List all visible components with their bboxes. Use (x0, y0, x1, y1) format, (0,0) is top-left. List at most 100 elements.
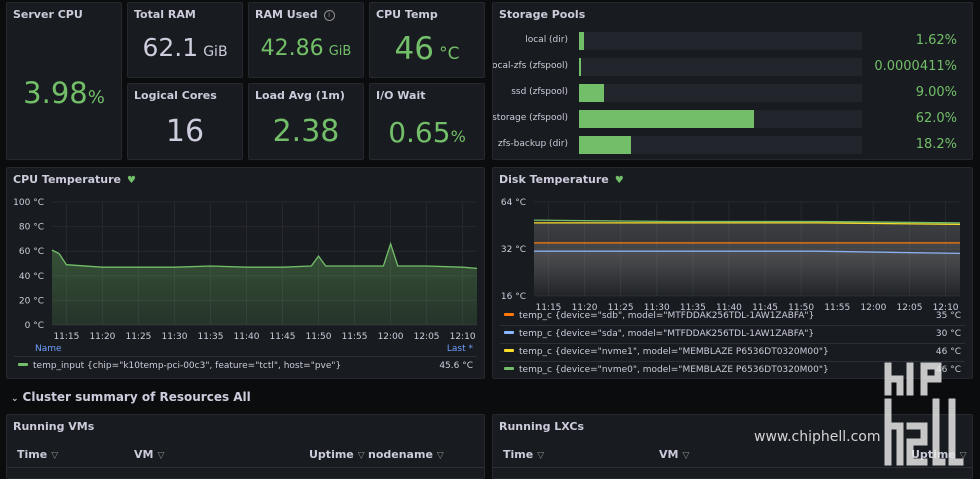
filter-icon[interactable]: ▽ (959, 451, 967, 461)
stat-value: 3.98% (7, 76, 121, 110)
panel-title: Load Avg (1m) (255, 89, 345, 102)
cluster-row-header[interactable]: ⌄ Cluster summary of Resources All (11, 390, 251, 404)
series-line[interactable] (51, 241, 478, 270)
panel-title: CPU Temperature ♥ (13, 173, 136, 186)
y-tick-label: 60 °C (19, 247, 44, 257)
storage-pool-row[interactable]: ssd (zfspool) 9.00% (493, 84, 972, 102)
x-tick-label: 11:20 (89, 332, 115, 342)
storage-pool-row[interactable]: local (dir) 1.62% (493, 32, 972, 50)
storage-pool-row[interactable]: local-zfs (zfspool) 0.0000411% (493, 58, 972, 76)
ram-used-panel[interactable]: RAM Used i 42.86 GiB (248, 2, 364, 78)
filter-icon[interactable]: ▽ (537, 451, 545, 461)
column-label: VM (659, 448, 679, 461)
legend-label: temp_c {device="sdb", model="MTFDDAK256T… (519, 311, 815, 321)
column-label: Time (17, 448, 48, 461)
stat-unit: % (87, 87, 105, 108)
stat-number: 3.98 (23, 76, 88, 110)
filter-icon[interactable]: ▽ (682, 451, 690, 461)
column-label: Time (503, 448, 534, 461)
logical-cores-panel[interactable]: Logical Cores 16 (127, 83, 243, 160)
disk-temperature-chart[interactable]: 64 °C 32 °C 16 °C 11:15 11:20 11:25 11:30 11:35… (493, 192, 973, 312)
stat-unit: GiB (328, 44, 352, 59)
legend-item[interactable]: temp_c {device="nvme0", model="MEMBLAZE … (504, 365, 829, 375)
panel-title: Storage Pools (499, 8, 586, 21)
column-header-time[interactable]: Time ▽ (503, 448, 544, 461)
x-tick-label: 12:05 (896, 303, 922, 312)
header-divider (493, 467, 972, 468)
legend-swatch (504, 313, 514, 316)
info-icon[interactable]: i (323, 10, 335, 21)
stat-value: 0.65% (370, 116, 484, 149)
storage-pool-row[interactable]: zfs-backup (dir) 18.2% (493, 136, 972, 154)
pool-label: storage (zfspool) (492, 113, 568, 123)
legend-swatch (504, 367, 514, 370)
x-tick-label: 12:10 (933, 303, 959, 312)
legend-divider (500, 361, 965, 362)
filter-icon[interactable]: ▽ (157, 451, 165, 461)
header-divider (7, 467, 484, 468)
y-tick-label: 100 °C (13, 198, 44, 208)
pool-value: 1.62% (915, 33, 957, 48)
stat-unit: % (450, 127, 466, 146)
legend-label: temp_c {device="nvme1", model="MEMBLAZE … (519, 347, 829, 357)
legend-divider (500, 325, 965, 326)
column-label: nodename (368, 448, 433, 461)
panel-title: Running VMs (13, 420, 95, 433)
legend-value: 30 °C (935, 329, 961, 339)
legend-header-name[interactable]: Name (35, 344, 62, 354)
column-header-uptime[interactable]: Uptime ▽ (309, 448, 365, 461)
storage-pool-row[interactable]: storage (zfspool) 62.0% (492, 110, 972, 128)
x-tick-label: 11:20 (572, 303, 598, 312)
series-area (52, 243, 477, 325)
x-tick-label: 11:35 (680, 303, 706, 312)
stat-value: 62.1 GiB (128, 33, 242, 62)
cpu-temperature-panel[interactable]: CPU Temperature ♥ 100 °C 80 °C 60 °C 40 °C 20… (6, 167, 485, 379)
pool-value: 0.0000411% (874, 59, 957, 74)
server-cpu-panel[interactable]: Server CPU 3.98% (6, 2, 122, 160)
panel-title: Logical Cores (134, 89, 217, 102)
column-header-nodename[interactable]: nodename ▽ (368, 448, 444, 461)
x-tick-label: 11:55 (824, 303, 850, 312)
legend-header-last[interactable]: Last * (446, 344, 473, 354)
stat-number: 46 (394, 31, 434, 67)
x-tick-label: 11:45 (270, 332, 296, 342)
x-tick-label: 11:50 (306, 332, 332, 342)
legend-swatch (504, 349, 514, 352)
legend-item[interactable]: temp_c {device="sdb", model="MTFDDAK256T… (504, 311, 814, 321)
pool-value: 9.00% (915, 85, 957, 100)
column-label: VM (134, 448, 154, 461)
cpu-temp-panel[interactable]: CPU Temp 46 °C (369, 2, 485, 78)
disk-temperature-panel[interactable]: Disk Temperature ♥ 64 °C 32 °C 16 °C 11:15 11… (492, 167, 973, 379)
x-tick-label: 11:40 (716, 303, 742, 312)
series-line[interactable] (533, 219, 961, 224)
cpu-temperature-chart[interactable]: 100 °C 80 °C 60 °C 40 °C 20 °C 0 °C 11:15 11:20… (7, 192, 485, 367)
legend-divider (14, 356, 477, 357)
column-label: Uptime (309, 448, 354, 461)
storage-pools-panel[interactable]: Storage Pools local (dir) 1.62% local-zfs … (492, 2, 973, 160)
x-tick-label: 11:15 (53, 332, 79, 342)
stat-number: 0.65 (388, 116, 451, 149)
filter-icon[interactable]: ▽ (357, 451, 365, 461)
running-vms-panel[interactable]: Running VMs Time ▽ VM ▽ Uptime ▽ nodename ▽ (6, 414, 485, 479)
pool-bar-fill (579, 136, 631, 154)
column-header-vm[interactable]: VM ▽ (659, 448, 689, 461)
panel-title: Total RAM (134, 8, 196, 21)
total-ram-panel[interactable]: Total RAM 62.1 GiB (127, 2, 243, 78)
stat-number: 42.86 (260, 36, 324, 61)
filter-icon[interactable]: ▽ (436, 451, 444, 461)
filter-icon[interactable]: ▽ (51, 451, 59, 461)
stat-number: 2.38 (272, 114, 340, 149)
series-line[interactable] (534, 222, 961, 226)
load-avg-panel[interactable]: Load Avg (1m) 2.38 (248, 83, 364, 160)
panel-title: I/O Wait (376, 89, 426, 102)
column-header-vm[interactable]: VM ▽ (134, 448, 164, 461)
x-tick-label: 11:45 (752, 303, 778, 312)
panel-title: Server CPU (13, 8, 83, 21)
legend-label: temp_input {chip="k10temp-pci-00c3", fea… (33, 361, 342, 371)
legend-item[interactable]: temp_c {device="sda", model="MTFDDAK256T… (504, 329, 814, 339)
legend-item[interactable]: temp_c {device="nvme1", model="MEMBLAZE … (504, 347, 829, 357)
column-header-time[interactable]: Time ▽ (17, 448, 58, 461)
pool-bar-track (579, 58, 862, 76)
io-wait-panel[interactable]: I/O Wait 0.65% (369, 83, 485, 160)
legend-item[interactable]: temp_input {chip="k10temp-pci-00c3", fea… (18, 361, 341, 371)
